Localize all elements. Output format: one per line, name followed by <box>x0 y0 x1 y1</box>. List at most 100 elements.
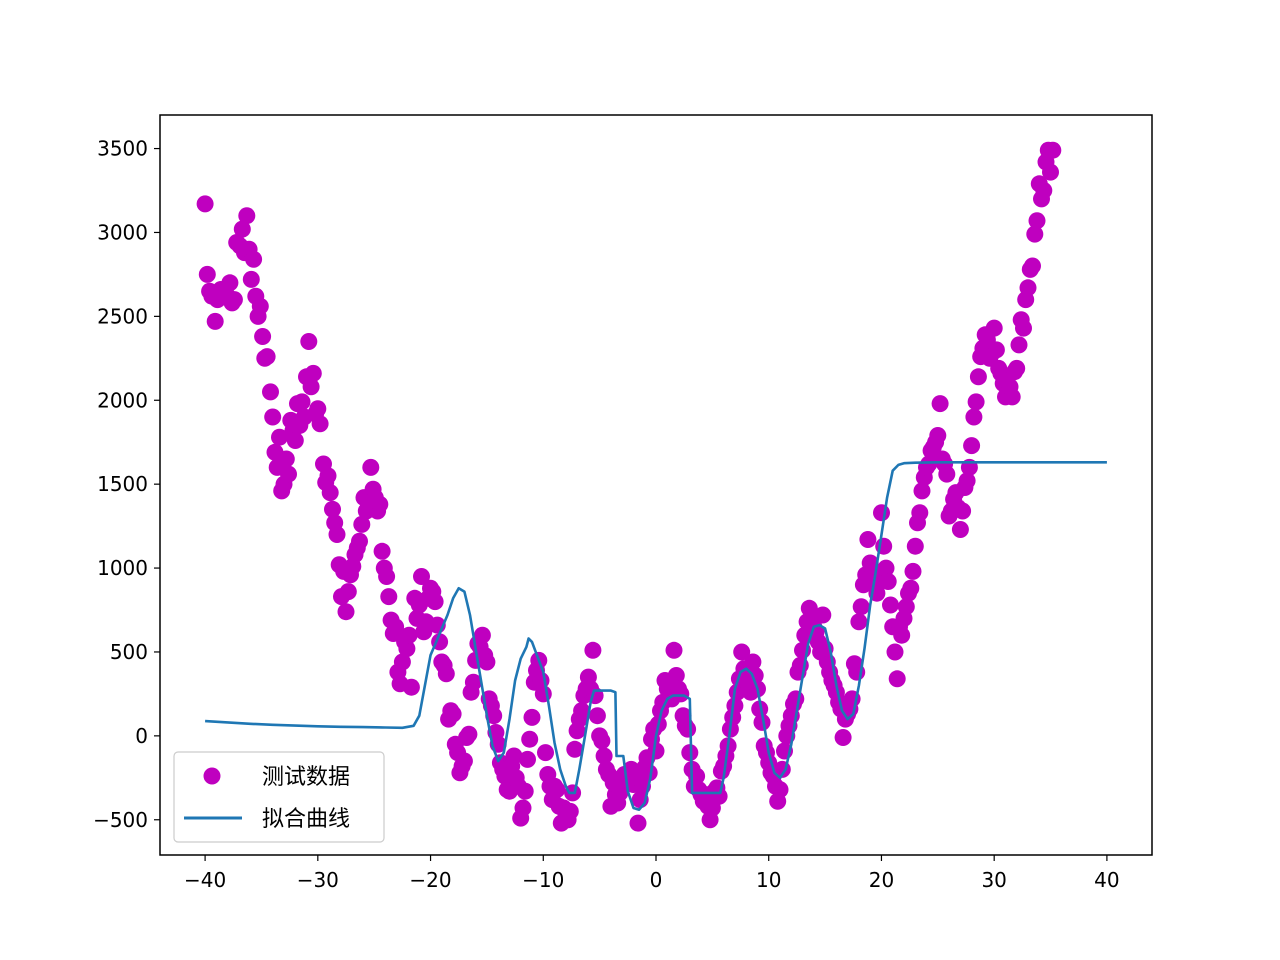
data-point <box>879 573 897 590</box>
data-point <box>834 729 852 746</box>
data-point <box>413 568 430 585</box>
data-point <box>681 744 699 762</box>
data-point <box>886 643 904 661</box>
data-point <box>302 378 320 396</box>
data-point <box>225 291 243 309</box>
y-tick-label: 1000 <box>97 556 148 580</box>
data-point <box>444 705 462 723</box>
data-point <box>985 319 1003 337</box>
fit-curve-line <box>205 461 1107 811</box>
data-point <box>373 542 391 560</box>
data-point <box>566 740 584 758</box>
data-point <box>277 450 295 468</box>
data-point <box>254 328 272 345</box>
data-point <box>245 250 263 268</box>
scatter-series <box>196 141 1062 832</box>
data-point <box>339 583 357 601</box>
data-point <box>584 641 602 659</box>
data-point <box>1003 388 1021 406</box>
data-point <box>196 195 214 213</box>
data-point <box>902 579 920 597</box>
x-tick-label: 0 <box>650 868 663 892</box>
y-tick-label: 2000 <box>97 388 148 412</box>
data-point <box>911 504 929 522</box>
data-point <box>328 526 346 543</box>
data-point <box>882 596 899 614</box>
data-point <box>353 515 371 533</box>
data-point <box>300 333 318 350</box>
x-tick-label: −20 <box>409 868 451 892</box>
data-point <box>402 678 420 696</box>
data-point <box>485 707 503 725</box>
data-point <box>321 484 339 502</box>
y-tick-label: 1500 <box>97 472 148 496</box>
data-point <box>351 532 368 550</box>
data-point <box>1024 257 1041 275</box>
y-tick-label: 500 <box>110 640 148 664</box>
data-point <box>744 653 762 671</box>
data-point <box>271 428 288 446</box>
data-point <box>1010 336 1028 354</box>
data-point <box>460 725 478 743</box>
data-point <box>505 747 523 765</box>
data-point <box>280 465 297 483</box>
data-point <box>534 685 552 703</box>
data-point <box>726 697 744 715</box>
y-tick-label: 3500 <box>97 137 148 161</box>
data-point <box>629 814 647 832</box>
data-point <box>426 593 444 611</box>
data-point <box>1042 163 1059 181</box>
data-point <box>455 752 473 770</box>
data-point <box>221 274 239 292</box>
data-point <box>242 270 260 288</box>
data-point <box>573 702 591 720</box>
data-point <box>746 667 764 684</box>
x-tick-label: −30 <box>297 868 339 892</box>
data-point <box>733 643 751 661</box>
x-tick-label: −10 <box>522 868 564 892</box>
data-point <box>1019 279 1037 297</box>
legend: 测试数据 拟合曲线 <box>173 751 385 843</box>
plot-area <box>196 141 1107 832</box>
data-point <box>897 598 915 616</box>
data-point <box>873 504 890 522</box>
y-tick-label: 3000 <box>97 220 148 244</box>
data-point <box>877 559 895 577</box>
data-point <box>478 653 496 671</box>
data-point <box>519 750 536 768</box>
data-point <box>400 626 418 644</box>
data-point <box>1028 212 1046 230</box>
x-tick-label: −40 <box>184 868 226 892</box>
data-point <box>931 395 949 413</box>
data-point <box>324 500 341 518</box>
data-point <box>238 207 256 225</box>
y-tick-label: −500 <box>93 808 148 832</box>
data-point <box>904 562 922 580</box>
data-point <box>514 799 532 817</box>
data-point <box>251 297 269 315</box>
data-point <box>371 495 389 513</box>
y-tick-label: 0 <box>135 724 148 748</box>
data-point <box>378 568 396 585</box>
data-point <box>198 265 216 283</box>
data-point <box>965 408 983 426</box>
data-point <box>309 400 327 418</box>
data-point <box>521 730 539 748</box>
data-point <box>362 458 380 476</box>
data-point <box>206 312 224 330</box>
data-point <box>667 667 685 684</box>
data-point <box>286 432 304 449</box>
data-point <box>852 598 870 616</box>
data-point <box>293 393 311 411</box>
data-point <box>523 708 541 726</box>
data-point <box>593 732 611 750</box>
data-point <box>537 744 554 762</box>
data-point <box>710 787 728 805</box>
data-point <box>337 603 355 621</box>
data-point <box>1044 141 1062 159</box>
data-point <box>771 781 789 799</box>
data-point <box>398 640 416 658</box>
data-point <box>963 437 981 455</box>
data-point <box>929 427 947 444</box>
data-point <box>262 383 279 401</box>
